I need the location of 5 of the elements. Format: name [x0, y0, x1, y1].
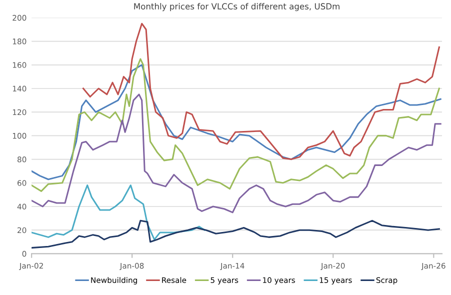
- line-series: [32, 184, 206, 240]
- chart-title: Monthly prices for VLCCs of different ages, USDm: [134, 3, 340, 12]
- line-series: [82, 22, 440, 160]
- line-series: [32, 94, 442, 214]
- line-series: [32, 220, 440, 249]
